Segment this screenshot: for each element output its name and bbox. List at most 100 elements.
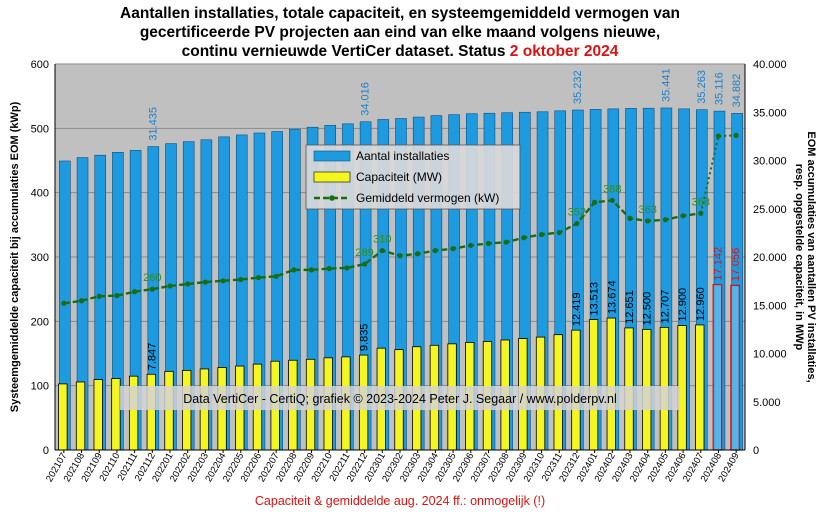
installations-data-label: 34.016 (360, 82, 372, 116)
right-tick-label: 15.000 (753, 300, 787, 312)
bar-capacity (111, 378, 121, 451)
average-point (344, 265, 350, 271)
average-point (450, 246, 456, 252)
capacity-data-label: 12.500 (642, 292, 654, 326)
average-data-label: 310 (373, 234, 391, 246)
credit-background (120, 386, 680, 410)
average-point (574, 220, 580, 227)
legend-label-capacity: Capaciteit (MW) (356, 170, 442, 184)
line-series (61, 132, 739, 306)
left-tick-label: 600 (31, 59, 49, 71)
bar-capacity (75, 381, 86, 451)
average-point (698, 210, 704, 216)
average-point (61, 300, 67, 306)
installations-data-label: 31.435 (147, 107, 159, 141)
average-data-label: 388 (603, 183, 621, 195)
title-status-date: 2 oktober 2024 (510, 43, 619, 60)
average-point (202, 279, 208, 285)
average-point (609, 197, 615, 203)
bar-capacity (588, 319, 599, 451)
right-tick-label: 25.000 (753, 204, 787, 216)
average-point (185, 281, 191, 287)
average-point (432, 247, 438, 254)
average-point (291, 267, 297, 273)
capacity-data-label: 12.707 (659, 290, 671, 324)
capacity-data-label: 12.651 (624, 290, 636, 324)
average-point (715, 133, 722, 139)
capacity-data-label: 12.960 (695, 287, 707, 321)
left-tick-label: 500 (31, 123, 49, 135)
capacity-data-label: 9.835 (359, 324, 371, 352)
legend-marker-average (329, 195, 335, 201)
legend: Aantal installaties Capaciteit (MW) Gemidd… (305, 144, 521, 210)
bar-capacity-invalid (712, 283, 723, 451)
legend-swatch-installations (313, 150, 351, 162)
title-line-3-prefix: continu vernieuwde VertiCer dataset. Sta… (182, 43, 510, 60)
average-point (415, 251, 421, 257)
average-point (220, 278, 226, 284)
left-tick-label: 100 (31, 381, 49, 393)
title-line-2: gecertificeerde PV projecten aan eind va… (140, 24, 660, 41)
average-point (521, 235, 527, 241)
capacity-data-label: 12.419 (571, 293, 583, 327)
average-point (503, 239, 509, 245)
average-point (379, 247, 385, 254)
axes: 0 100 200 300 400 500 600 0 5.000 10.000 15.000 20.… (31, 59, 787, 484)
legend-label-average: Gemiddeld vermogen (kW) (356, 191, 499, 205)
right-axis-title-line-2: resp. opgestelde capaciteit, in MWp (793, 164, 805, 351)
bar-capacity (695, 324, 705, 451)
average-data-label: 260 (143, 272, 161, 284)
capacity-data-label: 13.674 (606, 280, 618, 314)
average-point (627, 215, 633, 221)
right-tick-label: 0 (753, 445, 759, 457)
data-labels: 31.435 34.016 35.232 35.441 35.263 35.116 34.8… (143, 68, 743, 370)
average-data-label: 363 (639, 204, 657, 216)
right-tick-label: 35.000 (753, 107, 787, 119)
right-tick-label: 40.000 (753, 59, 787, 71)
average-point (255, 274, 262, 281)
left-tick-label: 400 (31, 188, 49, 200)
average-point (485, 240, 492, 247)
installations-data-label: 35.116 (713, 72, 725, 105)
bar-capacity (93, 379, 103, 451)
credit-box: Data VertiCer - CertiQ; grafiek © 2023-2… (120, 386, 680, 410)
installations-data-label: 35.232 (572, 70, 584, 104)
credit-text: Data VertiCer - CertiQ; grafiek © 2023-2… (183, 392, 616, 406)
average-point (468, 242, 474, 249)
average-point (96, 293, 102, 299)
right-axis-title: EOM accumulaties van aantallen PV instal… (793, 131, 817, 382)
average-point (78, 298, 85, 304)
average-point (149, 286, 155, 292)
average-line-invalid (699, 134, 737, 214)
capacity-data-label: 7.847 (146, 343, 158, 371)
average-data-label: 352 (568, 207, 586, 219)
average-point (556, 229, 562, 236)
right-tick-label: 30.000 (753, 156, 787, 168)
footer-note: Capaciteit & gemiddelde aug. 2024 ff.: o… (255, 494, 545, 508)
average-point (397, 253, 403, 259)
left-axis-title: Systeemgemiddelde capaciteit bij accumul… (9, 101, 21, 412)
legend-swatch-capacity (313, 171, 351, 183)
bar-capacity-invalid (730, 284, 741, 451)
right-axis-title-line-1: EOM accumulaties van aantallen PV instal… (805, 131, 817, 382)
average-point (662, 217, 668, 223)
average-point (645, 218, 651, 224)
right-tick-label: 10.000 (753, 349, 787, 361)
average-point (326, 265, 332, 272)
capacity-data-label: 17.142 (712, 247, 724, 281)
bar-capacity (182, 369, 192, 451)
bar-capacity (164, 370, 174, 451)
average-point (680, 213, 686, 219)
chart-title: Aantallen installaties, totale capacitei… (120, 5, 680, 60)
average-point (273, 273, 279, 279)
title-line-1: Aantallen installaties, totale capacitei… (120, 5, 680, 22)
right-tick-label: 5.000 (753, 397, 781, 409)
average-point (167, 283, 173, 289)
installations-data-label: 34.882 (731, 74, 743, 108)
left-tick-label: 0 (43, 445, 49, 457)
average-point (238, 276, 244, 283)
average-point (362, 261, 368, 267)
title-line-3: continu vernieuwde VertiCer dataset. Sta… (182, 43, 619, 60)
